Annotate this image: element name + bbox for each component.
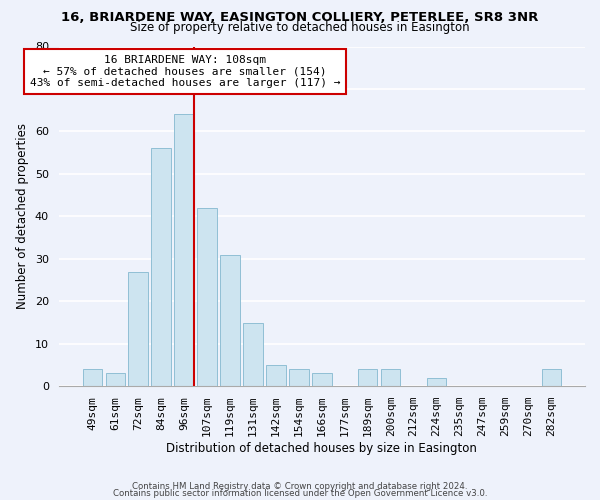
Text: 16 BRIARDENE WAY: 108sqm
← 57% of detached houses are smaller (154)
43% of semi-: 16 BRIARDENE WAY: 108sqm ← 57% of detach… (30, 55, 340, 88)
Bar (542, 369, 561, 386)
Text: 16, BRIARDENE WAY, EASINGTON COLLIERY, PETERLEE, SR8 3NR: 16, BRIARDENE WAY, EASINGTON COLLIERY, P… (61, 11, 539, 24)
Text: Contains HM Land Registry data © Crown copyright and database right 2024.: Contains HM Land Registry data © Crown c… (132, 482, 468, 491)
Bar (358, 369, 377, 386)
Bar (106, 374, 125, 386)
Bar (83, 369, 102, 386)
Bar (266, 365, 286, 386)
Bar (381, 369, 400, 386)
Bar (175, 114, 194, 386)
Text: Contains public sector information licensed under the Open Government Licence v3: Contains public sector information licen… (113, 488, 487, 498)
Bar (243, 322, 263, 386)
Bar (128, 272, 148, 386)
Bar (220, 254, 240, 386)
Bar (197, 208, 217, 386)
Bar (312, 374, 332, 386)
Y-axis label: Number of detached properties: Number of detached properties (16, 124, 29, 310)
Text: Size of property relative to detached houses in Easington: Size of property relative to detached ho… (130, 21, 470, 34)
X-axis label: Distribution of detached houses by size in Easington: Distribution of detached houses by size … (166, 442, 477, 455)
Bar (427, 378, 446, 386)
Bar (289, 369, 308, 386)
Bar (151, 148, 171, 386)
